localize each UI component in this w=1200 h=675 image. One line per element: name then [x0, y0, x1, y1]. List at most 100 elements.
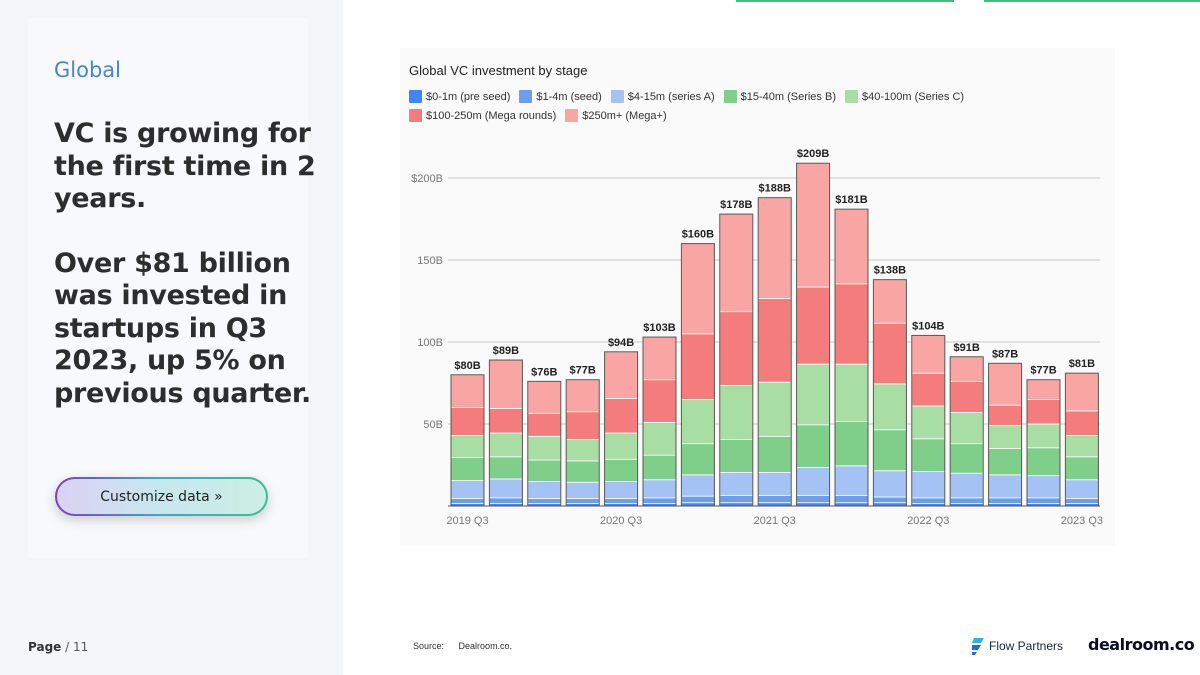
bar-segment — [450, 457, 485, 481]
bar-segment — [872, 496, 907, 504]
bar-segment — [604, 351, 639, 399]
bar-segment — [796, 162, 831, 288]
dealroom-logo: dealroom.co — [1088, 635, 1195, 654]
bar-segment — [565, 498, 600, 504]
x-tick-label: 2019 Q3 — [446, 515, 488, 527]
bar-segment — [719, 311, 754, 386]
bar-segment — [1065, 372, 1099, 412]
bar-segment — [949, 443, 984, 474]
bar-segment — [757, 471, 792, 496]
page-total: / 11 — [65, 640, 89, 654]
page-label: Page — [28, 640, 62, 654]
bar-segment — [796, 363, 831, 426]
source-value: Dealroom.co. — [458, 641, 513, 651]
bar-segment — [949, 472, 984, 499]
bar-total-label: $94B — [608, 337, 634, 349]
headline-line-2: Over $81 billion was invested in startup… — [54, 247, 311, 409]
bar-segment — [450, 374, 485, 409]
bar-segment — [680, 398, 715, 445]
y-tick-label: 100B — [417, 337, 443, 349]
bar-segment — [911, 471, 946, 499]
bar-total-label: $87B — [992, 348, 1018, 360]
left-panel — [0, 0, 343, 675]
chart-plot: 50B 100B 150B $200B $80B 2019 Q3 $89B $76B $77B $… — [411, 148, 1103, 527]
bar-segment — [604, 458, 639, 482]
chart-legend: $0-1m (pre seed) $1-4m (seed) $4-15m (seri… — [409, 90, 1049, 128]
bar-segment — [527, 435, 562, 461]
bar-segment — [565, 379, 600, 413]
bar-segment — [911, 335, 946, 374]
bar-segment — [680, 474, 715, 497]
legend-swatch — [723, 90, 737, 103]
legend-label: $100-250m (Mega rounds) — [426, 109, 557, 122]
bar-segment — [642, 497, 677, 504]
bar-total-label: $89B — [493, 345, 519, 357]
legend-swatch — [409, 109, 422, 122]
bar-segment — [719, 439, 754, 473]
legend-swatch — [565, 109, 579, 122]
bar-segment — [719, 494, 754, 504]
bar-segment — [1026, 447, 1061, 477]
bar-segment — [757, 197, 792, 299]
legend-label: $0-1m (pre seed) — [426, 90, 511, 103]
customize-data-button[interactable]: Customize data » — [55, 477, 268, 516]
bar-segment — [450, 435, 485, 459]
legend-swatch — [519, 90, 533, 103]
bar-total-label: $76B — [531, 366, 557, 378]
bar-segment — [489, 478, 523, 499]
bar-total-label: $138B — [874, 265, 906, 277]
bar-segment — [757, 494, 792, 504]
bar-segment — [489, 432, 523, 458]
bar-segment — [604, 480, 639, 500]
bar-segment — [680, 333, 715, 400]
bar-segment — [757, 381, 792, 437]
legend-item: $15-40m (Series B) — [723, 90, 836, 103]
legend-swatch — [844, 90, 858, 103]
bar-segment — [527, 480, 562, 500]
bar-segment — [796, 424, 831, 468]
bar-segment — [796, 467, 831, 496]
bar-segment — [949, 497, 984, 504]
bar-segment — [834, 421, 869, 467]
bar-segment — [642, 421, 677, 456]
x-tick-label: 2021 Q3 — [754, 515, 796, 527]
flow-partners-name: Flow Partners — [989, 639, 1064, 653]
bar-segment — [834, 494, 869, 504]
bar-segment — [911, 372, 946, 407]
source-note: Source: Dealroom.co. — [413, 641, 512, 651]
bar-segment — [988, 425, 1022, 450]
flow-partners-icon — [972, 638, 984, 655]
bar-segment — [527, 380, 562, 414]
bar-segment — [872, 429, 907, 472]
bar-segment — [450, 480, 485, 500]
legend-swatch — [409, 90, 422, 103]
bar-segment — [1026, 497, 1061, 504]
bar-segment — [680, 495, 715, 504]
bar-total-label: $209B — [797, 148, 829, 160]
bar-segment — [949, 356, 984, 382]
bar-segment — [642, 379, 677, 423]
bar-segment — [872, 470, 907, 498]
bar-total-label: $178B — [720, 199, 752, 211]
bar-total-label: $91B — [954, 342, 980, 354]
bar-total-label: $188B — [758, 183, 790, 195]
page-indicator: Page / 11 — [28, 640, 88, 654]
bar-segment — [988, 474, 1022, 499]
left-card — [28, 18, 308, 558]
bar-segment — [680, 243, 715, 335]
bar-segment — [1026, 475, 1061, 499]
bar-segment — [527, 459, 562, 482]
bar-segment — [872, 279, 907, 324]
bar-segment — [565, 481, 600, 500]
bar-segment — [565, 439, 600, 462]
bar-segment — [834, 208, 869, 285]
bar-segment — [642, 454, 677, 481]
bar-segment — [489, 408, 523, 434]
bar-segment — [489, 497, 523, 504]
y-tick-label: 50B — [423, 419, 443, 431]
legend-item: $250m+ (Mega+) — [565, 109, 667, 122]
headline-line-1: VC is growing for the first time in 2 ye… — [54, 118, 316, 214]
bar-segment — [642, 336, 677, 381]
bar-segment — [834, 283, 869, 365]
bar-total-label: $77B — [1030, 365, 1056, 377]
